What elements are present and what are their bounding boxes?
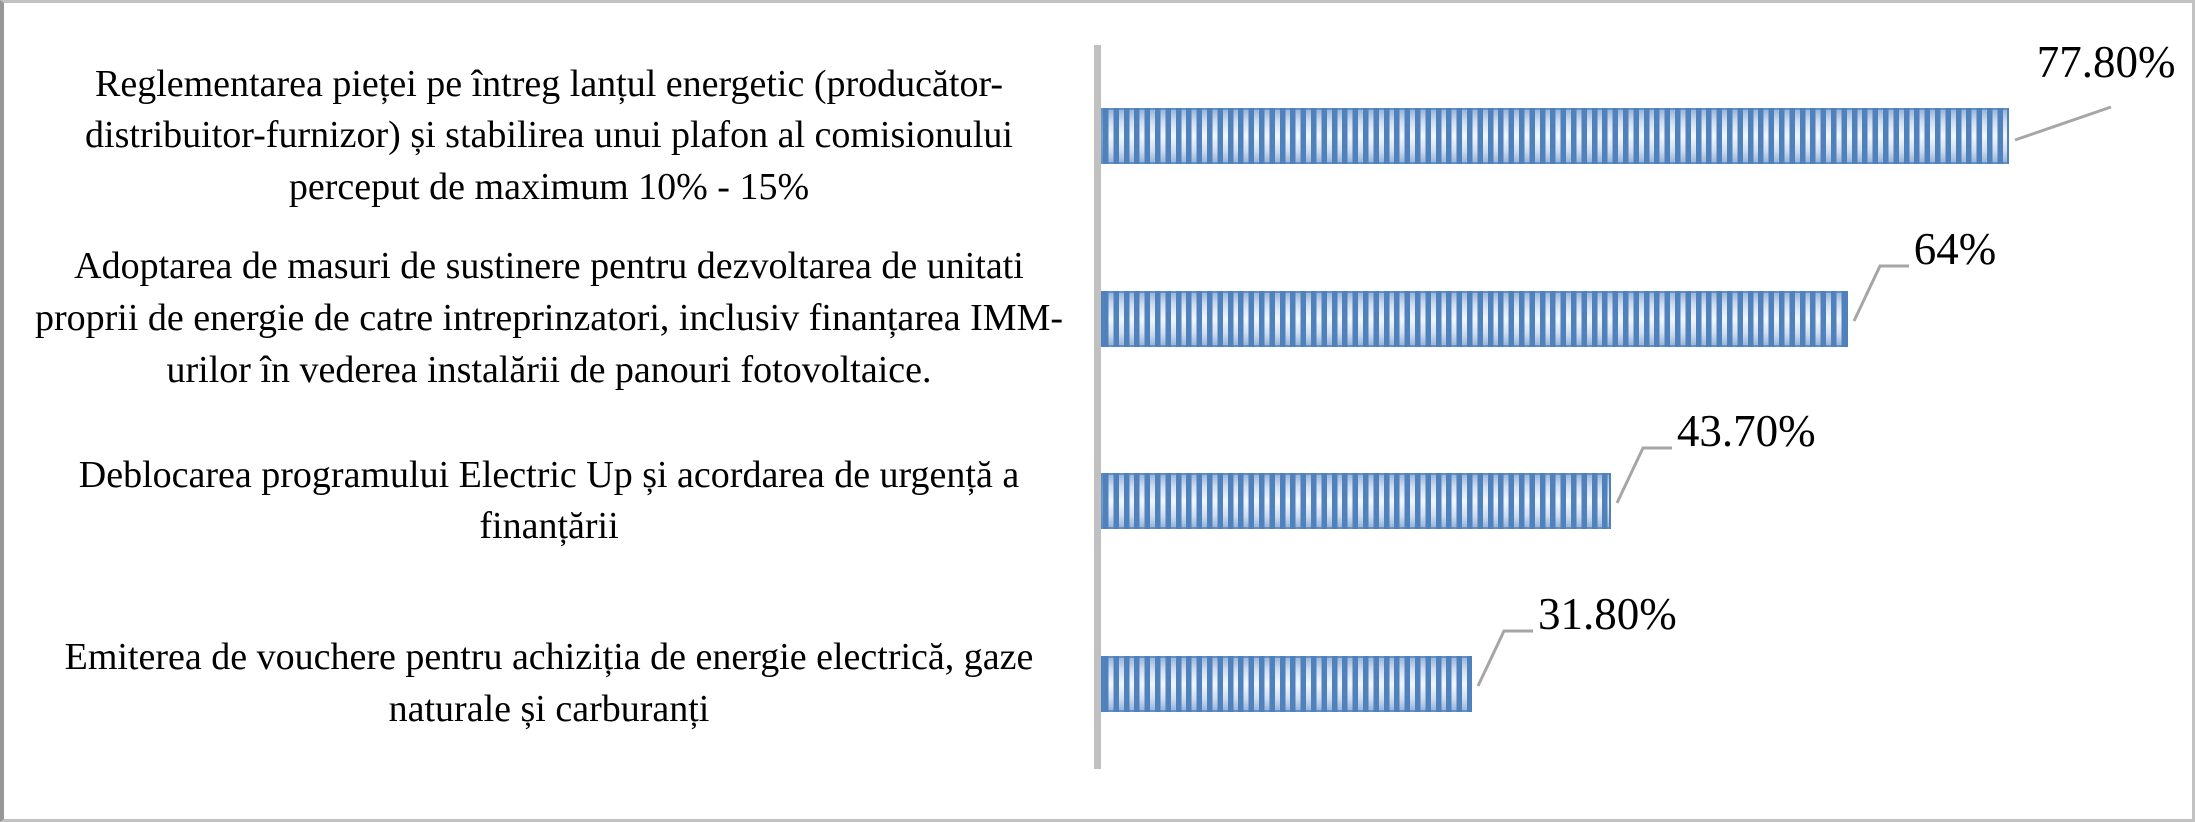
bar-zone: 31.80% — [1101, 589, 2192, 776]
chart-row: Deblocarea programului Electric Up și ac… — [4, 406, 2192, 593]
bar-rows: Reglementarea pieței pe întreg lanțul en… — [4, 37, 2192, 776]
chart-row: Adoptarea de masuri de sustinere pentru … — [4, 224, 2192, 411]
bar-zone: 64% — [1101, 224, 2192, 411]
bar — [1101, 655, 1473, 712]
data-label: 77.80% — [2036, 37, 2176, 88]
category-label: Deblocarea programului Electric Up și ac… — [78, 453, 1020, 548]
bar-zone: 77.80% — [1101, 37, 2192, 228]
bar — [1101, 473, 1611, 530]
plot-area: Reglementarea pieței pe întreg lanțul en… — [4, 37, 2192, 776]
value-axis-line — [1094, 45, 1101, 769]
leader-line — [1615, 446, 1672, 504]
bar — [1101, 108, 2009, 165]
chart-row: Emiterea de vouchere pentru achiziția de… — [4, 589, 2192, 776]
chart-row: Reglementarea pieței pe întreg lanțul en… — [4, 37, 2192, 228]
data-label: 43.70% — [1676, 406, 1816, 457]
category-label: Emiterea de vouchere pentru achiziția de… — [64, 636, 1034, 730]
bar — [1101, 290, 1848, 347]
leader-line — [2014, 105, 2112, 142]
data-label: 64% — [1913, 223, 1997, 274]
leader-line — [1852, 264, 1909, 322]
data-label: 31.80% — [1538, 588, 1677, 639]
bar-zone: 43.70% — [1101, 406, 2192, 593]
category-label: Adoptarea de masuri de sustinere pentru … — [34, 245, 1064, 391]
category-label: Reglementarea pieței pe întreg lanțul en… — [85, 62, 1013, 209]
leader-line — [1476, 629, 1534, 687]
